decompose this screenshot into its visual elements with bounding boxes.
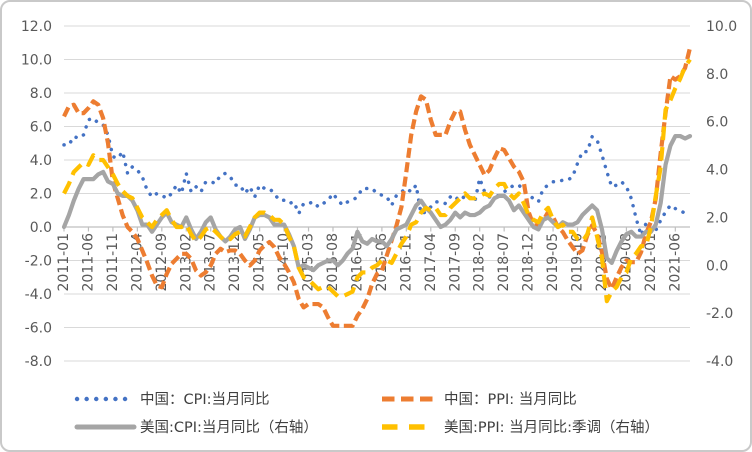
x-axis-label: 2012-09: [154, 233, 170, 292]
x-axis-label: 2021-01: [643, 233, 659, 292]
y-axis-right-label: 10.0: [706, 19, 737, 35]
x-axis-label: 2018-12: [521, 233, 537, 292]
y-axis-left-label: -8.0: [25, 354, 52, 370]
y-axis-left-label: -6.0: [25, 321, 52, 337]
x-axis-label: 2017-04: [423, 233, 439, 292]
x-axis-label: 2011-11: [105, 233, 121, 292]
y-axis-left-label: 6.0: [30, 120, 52, 136]
gridlines: [64, 25, 690, 362]
y-axis-left-label: -2.0: [25, 254, 52, 270]
legend-label-us-cpi: 美国:CPI:当月同比（右轴）: [140, 419, 318, 436]
x-axis-label: 2019-10: [570, 233, 586, 292]
y-axis-right-label: 4.0: [706, 163, 728, 179]
y-axis-left-label: -4.0: [25, 287, 52, 303]
y-axis-right-label: -2.0: [706, 306, 733, 322]
y-axis-right-label: 6.0: [706, 115, 728, 131]
legend-item-us-cpi: 美国:CPI:当月同比（右轴）: [74, 419, 318, 436]
y-axis-right-label: 2.0: [706, 210, 728, 226]
series-line-china-cpi: [62, 116, 692, 238]
x-axis-label: 2013-12: [227, 233, 243, 292]
x-axis-label: 2013-02: [178, 233, 194, 292]
series-line-us-cpi: [61, 133, 693, 273]
legend-item-china-cpi: 中国：CPI:当月同比: [74, 391, 270, 408]
y-axis-left: 12.0 10.0 8.0 6.0 4.0 2.0 0.0 -2.0 -4.0 -6.0 -8.0: [21, 19, 52, 370]
legend-label-china-cpi: 中国：CPI:当月同比: [140, 391, 270, 408]
y-axis-left-label: 4.0: [30, 153, 52, 169]
x-axis-label: 2011-01: [56, 233, 72, 292]
y-axis-right: 10.0 8.0 6.0 4.0 2.0 0.0 -2.0 -4.0: [706, 19, 737, 370]
legend-item-us-ppi: 美国:PPI: 当月同比:季调（右轴）: [382, 419, 659, 436]
x-axis-label: 2018-02: [472, 233, 488, 292]
x-axis-label: 2018-07: [496, 233, 512, 292]
y-axis-left-label: 8.0: [30, 86, 52, 102]
x-axis-label: 2021-06: [667, 233, 683, 292]
series-line-us-ppi: [62, 58, 692, 304]
legend-label-us-ppi: 美国:PPI: 当月同比:季调（右轴）: [444, 419, 659, 436]
y-axis-left-label: 2.0: [30, 187, 52, 203]
x-axis-label: 2014-10: [276, 233, 292, 292]
y-axis-left-label: 12.0: [21, 19, 52, 35]
y-axis-left-label: 10.0: [21, 53, 52, 69]
x-axis-label: 2011-06: [80, 233, 96, 292]
y-axis-right-label: -4.0: [706, 354, 733, 370]
x-axis-label: 2019-05: [545, 233, 561, 292]
y-axis-left-label: 0.0: [30, 220, 52, 236]
legend-item-china-ppi: 中国：PPI: 当月同比: [382, 391, 577, 408]
x-axis-label: 2017-09: [447, 233, 463, 292]
legend-label-china-ppi: 中国：PPI: 当月同比: [444, 391, 577, 408]
x-axis-label: 2016-11: [398, 233, 414, 292]
y-axis-right-label: 8.0: [706, 67, 728, 83]
series-lines: [61, 47, 693, 328]
series-line-china-ppi: [62, 47, 693, 328]
y-axis-right-label: 0.0: [706, 258, 728, 274]
